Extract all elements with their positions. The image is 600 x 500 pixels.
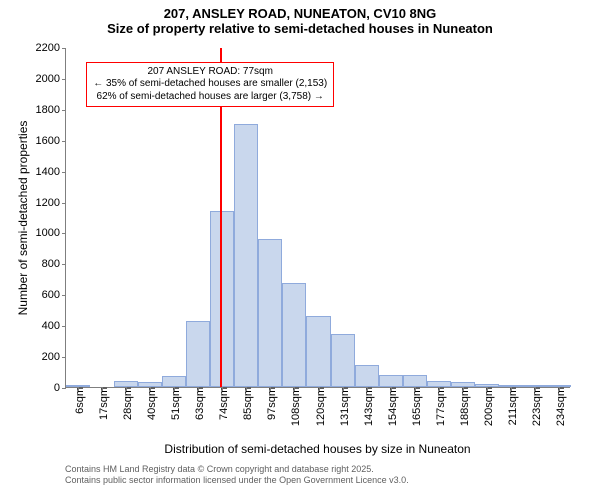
y-tick-mark: [62, 295, 66, 296]
x-tick-label: 154sqm: [383, 387, 399, 426]
y-tick-mark: [62, 172, 66, 173]
histogram-plot-area: 0200400600800100012001400160018002000220…: [65, 48, 570, 388]
chart-title-block: 207, ANSLEY ROAD, NUNEATON, CV10 8NG Siz…: [0, 0, 600, 36]
x-tick-mark: [319, 387, 320, 391]
x-tick-label: 211sqm: [503, 387, 519, 425]
x-tick-mark: [102, 387, 103, 391]
histogram-bar: [186, 321, 210, 387]
x-tick-mark: [294, 387, 295, 391]
x-tick-mark: [126, 387, 127, 391]
x-tick-mark: [559, 387, 560, 391]
copyright-footer: Contains HM Land Registry data © Crown c…: [65, 464, 409, 486]
annotation-line: 62% of semi-detached houses are larger (…: [93, 91, 327, 104]
footer-line2: Contains public sector information licen…: [65, 475, 409, 486]
histogram-bar: [306, 316, 330, 387]
x-tick-mark: [487, 387, 488, 391]
x-tick-label: 108sqm: [286, 387, 302, 426]
x-tick-label: 85sqm: [238, 387, 254, 420]
y-tick-mark: [62, 388, 66, 389]
x-tick-mark: [415, 387, 416, 391]
histogram-bar: [403, 375, 427, 387]
x-tick-label: 177sqm: [431, 387, 447, 426]
x-tick-mark: [439, 387, 440, 391]
x-tick-label: 74sqm: [214, 387, 230, 420]
x-tick-mark: [391, 387, 392, 391]
y-tick-mark: [62, 141, 66, 142]
x-tick-label: 6sqm: [70, 387, 86, 414]
x-tick-mark: [222, 387, 223, 391]
x-tick-label: 234sqm: [551, 387, 567, 426]
y-tick-mark: [62, 110, 66, 111]
x-tick-label: 200sqm: [479, 387, 495, 426]
y-tick-mark: [62, 203, 66, 204]
footer-line1: Contains HM Land Registry data © Crown c…: [65, 464, 409, 475]
x-tick-label: 188sqm: [455, 387, 471, 426]
y-tick-mark: [62, 79, 66, 80]
x-tick-mark: [367, 387, 368, 391]
histogram-bar: [258, 239, 282, 387]
x-tick-mark: [463, 387, 464, 391]
x-tick-mark: [246, 387, 247, 391]
x-tick-label: 165sqm: [407, 387, 423, 426]
x-tick-mark: [150, 387, 151, 391]
annotation-line: 207 ANSLEY ROAD: 77sqm: [93, 66, 327, 79]
x-tick-mark: [511, 387, 512, 391]
annotation-line: ← 35% of semi-detached houses are smalle…: [93, 78, 327, 91]
annotation-box: 207 ANSLEY ROAD: 77sqm← 35% of semi-deta…: [86, 62, 334, 108]
histogram-bar: [355, 365, 379, 387]
x-tick-label: 63sqm: [190, 387, 206, 420]
x-tick-mark: [270, 387, 271, 391]
x-tick-label: 17sqm: [94, 387, 110, 420]
x-tick-label: 223sqm: [527, 387, 543, 426]
histogram-bar: [234, 124, 258, 387]
x-tick-label: 131sqm: [335, 387, 351, 426]
x-tick-label: 97sqm: [262, 387, 278, 420]
x-tick-label: 120sqm: [311, 387, 327, 426]
x-axis-label: Distribution of semi-detached houses by …: [65, 442, 570, 456]
y-tick-mark: [62, 48, 66, 49]
x-tick-label: 40sqm: [142, 387, 158, 420]
histogram-bar: [282, 283, 306, 387]
x-tick-label: 28sqm: [118, 387, 134, 420]
histogram-bar: [162, 376, 186, 387]
x-tick-mark: [343, 387, 344, 391]
y-tick-mark: [62, 326, 66, 327]
y-tick-mark: [62, 357, 66, 358]
histogram-bar: [210, 211, 234, 387]
x-tick-label: 143sqm: [359, 387, 375, 426]
chart-title-line2: Size of property relative to semi-detach…: [0, 21, 600, 36]
histogram-bar: [331, 334, 355, 387]
chart-title-line1: 207, ANSLEY ROAD, NUNEATON, CV10 8NG: [0, 6, 600, 21]
y-tick-mark: [62, 233, 66, 234]
x-tick-mark: [78, 387, 79, 391]
x-tick-mark: [535, 387, 536, 391]
x-tick-mark: [198, 387, 199, 391]
y-axis-label: Number of semi-detached properties: [16, 98, 30, 338]
x-tick-mark: [174, 387, 175, 391]
x-tick-label: 51sqm: [166, 387, 182, 420]
histogram-bar: [379, 375, 403, 387]
y-tick-mark: [62, 264, 66, 265]
